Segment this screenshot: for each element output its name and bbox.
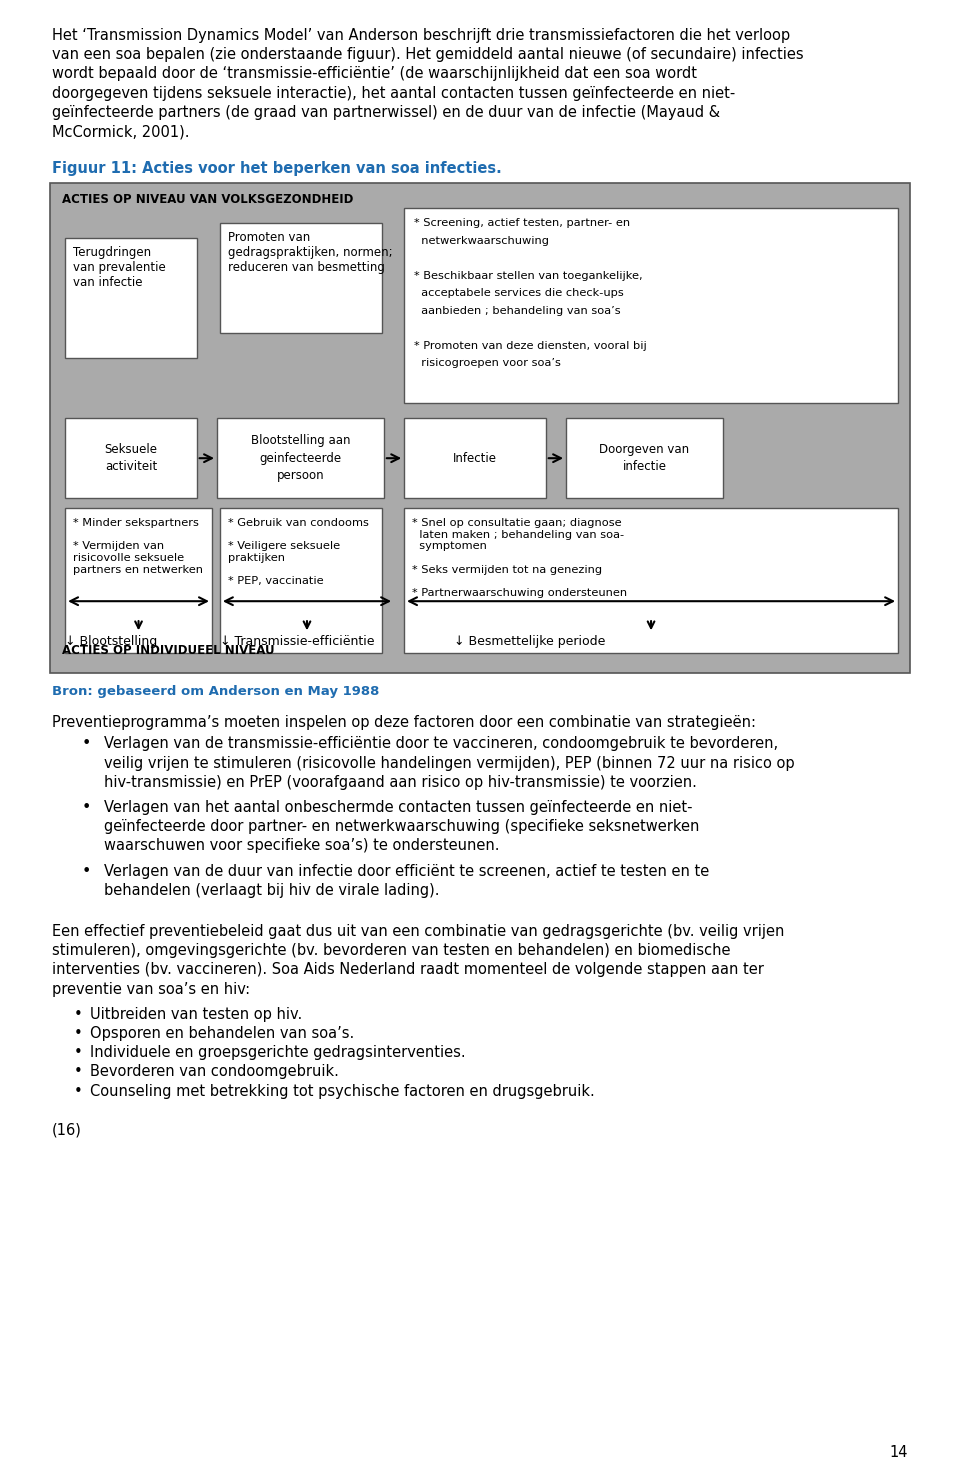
Text: Blootstelling aan: Blootstelling aan <box>251 434 350 447</box>
Text: ↓ Blootstelling: ↓ Blootstelling <box>65 635 157 648</box>
Text: * Screening, actief testen, partner- en: * Screening, actief testen, partner- en <box>414 218 631 228</box>
Text: * Gebruik van condooms

* Veiligere seksuele
praktijken

* PEP, vaccinatie: * Gebruik van condooms * Veiligere seksu… <box>228 518 369 586</box>
Text: McCormick, 2001).: McCormick, 2001). <box>52 124 189 139</box>
Bar <box>220 508 382 653</box>
Bar <box>404 209 898 403</box>
Text: •: • <box>74 1026 83 1040</box>
Text: aanbieden ; behandeling van soa’s: aanbieden ; behandeling van soa’s <box>414 306 621 315</box>
Text: Promoten van
gedragspraktijken, normen;
reduceren van besmetting: Promoten van gedragspraktijken, normen; … <box>228 231 393 274</box>
Bar <box>404 508 898 653</box>
Text: •: • <box>74 1064 83 1079</box>
Text: Bevorderen van condoomgebruik.: Bevorderen van condoomgebruik. <box>90 1064 339 1079</box>
Text: (16): (16) <box>52 1123 82 1138</box>
Text: * Snel op consultatie gaan; diagnose
  laten maken ; behandeling van soa-
  symp: * Snel op consultatie gaan; diagnose lat… <box>412 518 627 598</box>
Text: Doorgeven van: Doorgeven van <box>599 443 689 456</box>
Text: Terugdringen
van prevalentie
van infectie: Terugdringen van prevalentie van infecti… <box>73 246 166 289</box>
Text: interventies (bv. vaccineren). Soa Aids Nederland raadt momenteel de volgende st: interventies (bv. vaccineren). Soa Aids … <box>52 962 764 977</box>
Text: Preventieprogramma’s moeten inspelen op deze factoren door een combinatie van st: Preventieprogramma’s moeten inspelen op … <box>52 715 756 730</box>
Text: Seksuele: Seksuele <box>105 443 157 456</box>
Text: •: • <box>74 1045 83 1060</box>
Text: ↓ Transmissie-efficiëntie: ↓ Transmissie-efficiëntie <box>220 635 374 648</box>
Bar <box>50 184 910 673</box>
Text: Verlagen van de duur van infectie door efficiënt te screenen, actief te testen e: Verlagen van de duur van infectie door e… <box>104 864 709 879</box>
Text: Individuele en groepsgerichte gedragsinterventies.: Individuele en groepsgerichte gedragsint… <box>90 1045 466 1060</box>
Bar <box>65 419 197 499</box>
Text: Infectie: Infectie <box>453 451 497 465</box>
Text: Counseling met betrekking tot psychische factoren en drugsgebruik.: Counseling met betrekking tot psychische… <box>90 1083 595 1098</box>
Text: behandelen (verlaagt bij hiv de virale lading).: behandelen (verlaagt bij hiv de virale l… <box>104 882 440 898</box>
Text: Bron: gebaseerd om Anderson en May 1988: Bron: gebaseerd om Anderson en May 1988 <box>52 685 379 699</box>
Text: Figuur 11: Acties voor het beperken van soa infecties.: Figuur 11: Acties voor het beperken van … <box>52 161 502 176</box>
Text: Uitbreiden van testen op hiv.: Uitbreiden van testen op hiv. <box>90 1006 302 1021</box>
Text: geïnfecteerde partners (de graad van partnerwissel) en de duur van de infectie (: geïnfecteerde partners (de graad van par… <box>52 105 720 120</box>
Text: Verlagen van het aantal onbeschermde contacten tussen geïnfecteerde en niet-: Verlagen van het aantal onbeschermde con… <box>104 801 692 815</box>
Bar <box>404 419 546 499</box>
Text: van een soa bepalen (zie onderstaande figuur). Het gemiddeld aantal nieuwe (of s: van een soa bepalen (zie onderstaande fi… <box>52 47 804 62</box>
Text: risicogroepen voor soa’s: risicogroepen voor soa’s <box>414 358 561 369</box>
Text: infectie: infectie <box>622 460 666 474</box>
Text: preventie van soa’s en hiv:: preventie van soa’s en hiv: <box>52 981 251 996</box>
Text: •: • <box>74 1083 83 1098</box>
Bar <box>65 508 212 653</box>
Text: •: • <box>82 801 91 815</box>
Text: •: • <box>82 737 91 752</box>
Text: waarschuwen voor specifieke soa’s) te ondersteunen.: waarschuwen voor specifieke soa’s) te on… <box>104 838 499 854</box>
Text: * Minder sekspartners

* Vermijden van
risicovolle seksuele
partners en netwerke: * Minder sekspartners * Vermijden van ri… <box>73 518 204 574</box>
Text: geïnfecteerde door partner- en netwerkwaarschuwing (specifieke seksnetwerken: geïnfecteerde door partner- en netwerkwa… <box>104 820 700 835</box>
Bar <box>65 238 197 358</box>
Text: Verlagen van de transmissie-efficiëntie door te vaccineren, condoomgebruik te be: Verlagen van de transmissie-efficiëntie … <box>104 737 779 752</box>
Bar <box>220 223 382 333</box>
Text: ACTIES OP INDIVIDUEEL NIVEAU: ACTIES OP INDIVIDUEEL NIVEAU <box>62 644 275 657</box>
Text: doorgegeven tijdens seksuele interactie), het aantal contacten tussen geïnfectee: doorgegeven tijdens seksuele interactie)… <box>52 86 735 101</box>
Text: veilig vrijen te stimuleren (risicovolle handelingen vermijden), PEP (binnen 72 : veilig vrijen te stimuleren (risicovolle… <box>104 756 795 771</box>
Text: hiv-transmissie) en PrEP (voorafgaand aan risico op hiv-transmissie) te voorzien: hiv-transmissie) en PrEP (voorafgaand aa… <box>104 776 697 790</box>
Bar <box>566 419 723 499</box>
Text: stimuleren), omgevingsgerichte (bv. bevorderen van testen en behandelen) en biom: stimuleren), omgevingsgerichte (bv. bevo… <box>52 943 731 958</box>
Text: ACTIES OP NIVEAU VAN VOLKSGEZONDHEID: ACTIES OP NIVEAU VAN VOLKSGEZONDHEID <box>62 194 353 206</box>
Text: persoon: persoon <box>276 469 324 482</box>
Text: Het ‘Transmission Dynamics Model’ van Anderson beschrijft drie transmissiefactor: Het ‘Transmission Dynamics Model’ van An… <box>52 28 790 43</box>
Text: •: • <box>74 1006 83 1021</box>
Text: Een effectief preventiebeleid gaat dus uit van een combinatie van gedragsgericht: Een effectief preventiebeleid gaat dus u… <box>52 924 784 938</box>
Text: acceptabele services die check-ups: acceptabele services die check-ups <box>414 289 624 297</box>
Text: •: • <box>82 864 91 879</box>
Text: activiteit: activiteit <box>105 460 157 474</box>
Text: * Promoten van deze diensten, vooral bij: * Promoten van deze diensten, vooral bij <box>414 340 647 351</box>
Text: * Beschikbaar stellen van toegankelijke,: * Beschikbaar stellen van toegankelijke, <box>414 271 643 281</box>
Text: 14: 14 <box>890 1444 908 1459</box>
Text: Opsporen en behandelen van soa’s.: Opsporen en behandelen van soa’s. <box>90 1026 354 1040</box>
Text: netwerkwaarschuwing: netwerkwaarschuwing <box>414 235 549 246</box>
Text: wordt bepaald door de ‘transmissie-efficiëntie’ (de waarschijnlijkheid dat een s: wordt bepaald door de ‘transmissie-effic… <box>52 67 697 81</box>
Text: ↓ Besmettelijke periode: ↓ Besmettelijke periode <box>454 635 606 648</box>
Bar <box>217 419 384 499</box>
Text: geinfecteerde: geinfecteerde <box>259 451 342 465</box>
